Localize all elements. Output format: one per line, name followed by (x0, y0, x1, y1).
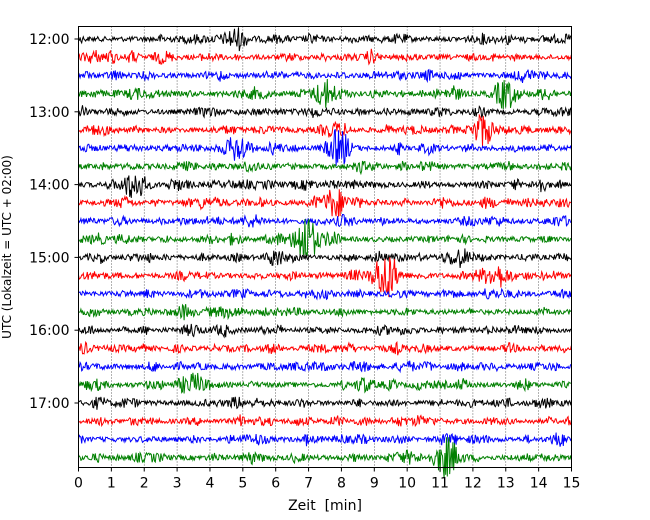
trace-1245 (78, 79, 572, 110)
trace-1700 (78, 396, 572, 410)
trace-1715 (78, 414, 572, 428)
y-tick-label: 15:00 (29, 250, 69, 266)
x-tick-label: 0 (74, 476, 83, 492)
trace-1600 (78, 323, 572, 339)
plot-frame (78, 26, 572, 468)
trace-1630 (78, 360, 572, 374)
trace-1300 (78, 105, 572, 119)
x-tick-label: 5 (238, 476, 247, 492)
y-tick-label: 12:00 (29, 32, 69, 48)
x-tick-label: 8 (337, 476, 346, 492)
y-tick-label: 13:00 (29, 105, 69, 121)
x-tick-label: 2 (140, 476, 149, 492)
x-tick-label: 7 (304, 476, 313, 492)
y-axis-label: UTC (Lokalzeit = UTC + 02:00) (0, 155, 14, 339)
x-tick-label: 13 (497, 476, 515, 492)
x-tick-label: 15 (563, 476, 581, 492)
axes (78, 26, 572, 468)
trace-1430 (78, 213, 572, 228)
trace-1415 (78, 189, 572, 217)
trace-1615 (78, 340, 572, 356)
x-tick-label: 9 (370, 476, 379, 492)
trace-1745 (78, 437, 572, 479)
trace-1645 (78, 372, 572, 394)
trace-1345 (78, 160, 572, 176)
x-tick-label: 6 (271, 476, 280, 492)
seismic-traces (78, 27, 572, 479)
x-tick-label: 10 (398, 476, 416, 492)
trace-1515 (78, 257, 572, 298)
y-tick-label: 17:00 (29, 396, 69, 412)
trace-1500 (78, 248, 572, 268)
x-tick-label: 14 (530, 476, 548, 492)
trace-1730 (78, 432, 572, 447)
trace-1215 (78, 48, 572, 66)
x-axis-ticks: 0 1 2 3 4 5 6 7 8 9 10 11 12 13 14 15 (74, 467, 581, 492)
x-tick-label: 11 (431, 476, 449, 492)
x-tick-label: 3 (173, 476, 182, 492)
trace-1400 (78, 175, 572, 198)
trace-1230 (78, 68, 572, 84)
trace-1545 (78, 303, 572, 321)
trace-1315 (78, 113, 572, 147)
x-tick-label: 12 (464, 476, 482, 492)
trace-1200 (78, 27, 572, 52)
x-tick-label: 4 (206, 476, 215, 492)
y-tick-label: 16:00 (29, 323, 69, 339)
x-axis-label: Zeit [min] (288, 498, 362, 514)
y-tick-label: 14:00 (29, 178, 69, 194)
trace-1330 (78, 129, 572, 167)
trace-1530 (78, 287, 572, 301)
y-axis-ticks: 12:00 13:00 14:00 15:00 16:00 17:00 (29, 32, 79, 412)
trace-1445 (78, 218, 572, 258)
x-tick-label: 1 (107, 476, 116, 492)
